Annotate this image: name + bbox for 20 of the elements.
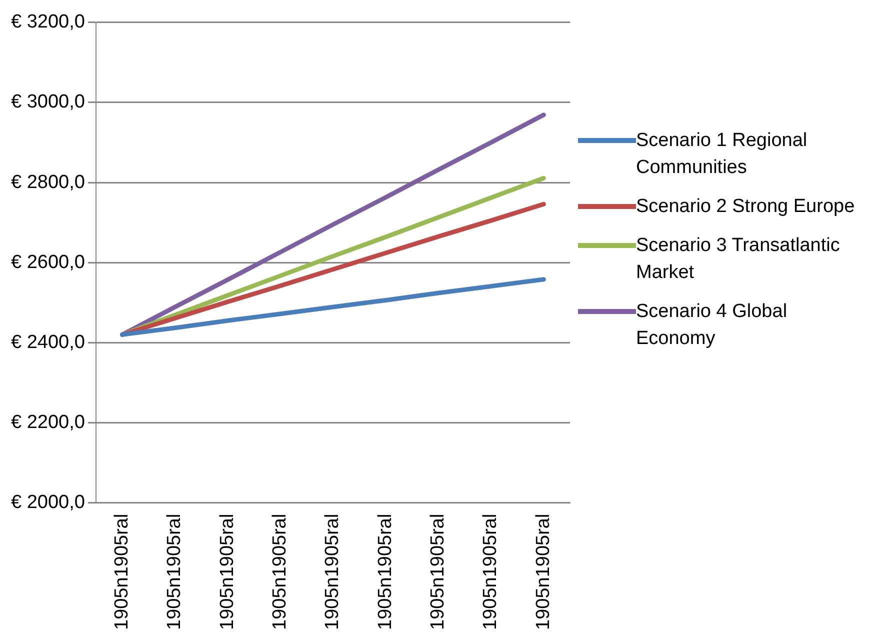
y-tick-label: € 2200,0 — [10, 412, 85, 433]
y-tick-label: € 2400,0 — [10, 332, 85, 353]
x-tick-label: 1905n1905ral — [480, 514, 502, 630]
x-tick-label: 1905n1905ral — [374, 514, 396, 630]
legend-label: Scenario 3 Transatlantic Market — [636, 234, 841, 285]
y-tick-label: € 2600,0 — [10, 252, 85, 273]
y-tick-label: € 2000,0 — [10, 492, 85, 514]
x-tick-label: 1905n1905ral — [428, 514, 449, 630]
x-tick-label: 1905n1905ral — [112, 514, 133, 630]
x-tick-label: 1905n1905ral — [322, 514, 344, 630]
x-tick-label: 1905n1905ral — [216, 514, 238, 630]
y-tick-label: € 2800,0 — [10, 172, 85, 193]
x-tick-label: 1905n1905ral — [164, 514, 186, 630]
x-tick-label: 1905n1905ral — [270, 514, 291, 630]
legend-label: Scenario 2 Strong Europe — [636, 195, 856, 219]
y-tick-label: € 3000,0 — [10, 92, 85, 113]
y-tick-label: € 3200,0 — [10, 12, 85, 33]
x-tick-label: 1905n1905ral — [532, 514, 554, 630]
legend-label: Scenario 4 Global Economy — [636, 300, 788, 351]
legend-label: Scenario 1 Regional Communities — [636, 129, 808, 180]
